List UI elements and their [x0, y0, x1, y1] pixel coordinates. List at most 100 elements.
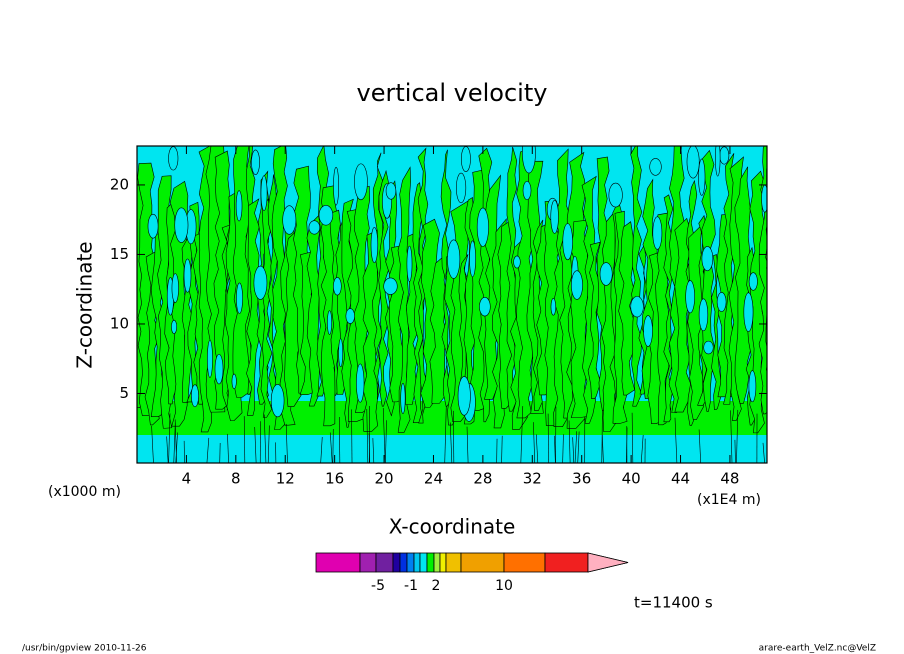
annotation: t=11400 s: [634, 594, 713, 612]
contour-fill: [246, 198, 260, 416]
contour-fill: [270, 384, 285, 418]
y-tick-label: 20: [110, 175, 129, 193]
contour-line: [166, 436, 169, 463]
contour-fill: [251, 149, 260, 175]
contour-fill: [356, 363, 365, 403]
y-unit: (x1000 m): [48, 484, 121, 500]
contour-line: [535, 434, 539, 463]
contour-fill: [719, 146, 730, 165]
contour-fill: [711, 254, 722, 410]
contour-fill: [522, 181, 532, 200]
y-tick-label: 10: [110, 314, 129, 332]
colorbar-segment: [406, 552, 415, 573]
contour-line: [520, 406, 524, 463]
contour-fill: [235, 190, 243, 222]
colorbar-label: -1: [404, 578, 418, 594]
contour-fill: [716, 292, 727, 312]
contour-fill: [701, 246, 714, 272]
contour-line: [572, 437, 575, 463]
contour-line: [206, 437, 210, 463]
colorbar-segment: [375, 552, 394, 573]
contour-fill: [236, 282, 243, 314]
contour-fill: [318, 204, 334, 226]
contour-line: [734, 439, 736, 463]
contour-line: [151, 425, 154, 463]
contour-fill: [183, 258, 192, 293]
contour-line: [227, 433, 229, 463]
contour-line: [466, 426, 469, 463]
colorbar-segment: [503, 552, 546, 573]
y-tick-label: 5: [119, 384, 129, 402]
colorbar-segment: [413, 552, 421, 573]
contour-line: [173, 423, 176, 463]
contour-fill: [765, 224, 767, 374]
contour-fill: [461, 146, 471, 173]
x-axis-label: X-coordinate: [389, 515, 516, 539]
contour-line: [243, 416, 246, 463]
contour-fill: [147, 213, 159, 239]
colorbar-label: -5: [371, 578, 385, 594]
contour-fill: [231, 373, 237, 390]
contour-fill: [686, 146, 700, 179]
contour-fill: [345, 308, 355, 324]
contour-fill: [214, 353, 224, 385]
contour-fill: [333, 277, 342, 296]
contour-fill: [383, 277, 398, 295]
footer-left: /usr/bin/gpview 2010-11-26: [22, 644, 147, 654]
contour-fill: [562, 223, 573, 261]
contour-field: [137, 143, 786, 463]
contour-line: [449, 422, 453, 463]
colorbar-segment: [399, 552, 408, 573]
contour-fill: [698, 298, 709, 332]
colorbar-label: 10: [495, 578, 513, 594]
contour-line: [601, 434, 604, 463]
x-tick-label: 20: [375, 470, 394, 488]
contour-fill: [469, 240, 476, 278]
contour-fill: [772, 143, 786, 427]
colorbar-segment: [439, 552, 447, 573]
contour-fill: [447, 239, 461, 279]
chart-title: vertical velocity: [357, 79, 548, 107]
x-tick-label: 44: [671, 470, 690, 488]
contour-line: [338, 417, 341, 463]
contour-fill: [370, 226, 379, 264]
x-tick-label: 40: [622, 470, 641, 488]
contour-line: [730, 410, 733, 463]
contour-fill: [685, 280, 695, 314]
contour-line: [698, 429, 701, 463]
x-tick-label: 8: [231, 470, 241, 488]
contour-fill: [643, 315, 653, 347]
colorbar-segment: [359, 552, 377, 573]
contour-line: [533, 422, 536, 463]
contour-line: [574, 431, 578, 463]
contour-fill: [479, 297, 491, 317]
contour-fill: [171, 319, 178, 334]
contour-fill: [385, 182, 397, 200]
contour-fill: [723, 153, 737, 405]
contour-fill: [703, 340, 714, 355]
contour-fill: [171, 273, 179, 303]
contour-fill: [476, 207, 489, 247]
contour-line: [267, 425, 270, 463]
contour-line: [254, 426, 257, 463]
colorbar-segment: [460, 552, 505, 573]
contour-line: [366, 408, 369, 463]
contour-line: [385, 420, 387, 463]
colorbar-segment: [315, 552, 361, 573]
contour-line: [554, 435, 556, 463]
x-tick-label: 28: [473, 470, 492, 488]
contour-line: [501, 435, 503, 463]
contour-fill: [186, 201, 202, 403]
contour-fill: [608, 182, 623, 208]
contour-fill: [191, 384, 199, 408]
contour-fill: [253, 265, 268, 300]
contour-fill: [748, 370, 757, 403]
contour-fill: [649, 158, 662, 176]
contour-line: [577, 431, 580, 463]
colorbar-segment: [392, 552, 401, 573]
contour-line: [372, 438, 375, 463]
colorbar-segment: [445, 552, 462, 573]
contour-fill: [758, 146, 767, 415]
x-tick-label: 48: [720, 470, 739, 488]
contour-fill: [550, 298, 557, 316]
